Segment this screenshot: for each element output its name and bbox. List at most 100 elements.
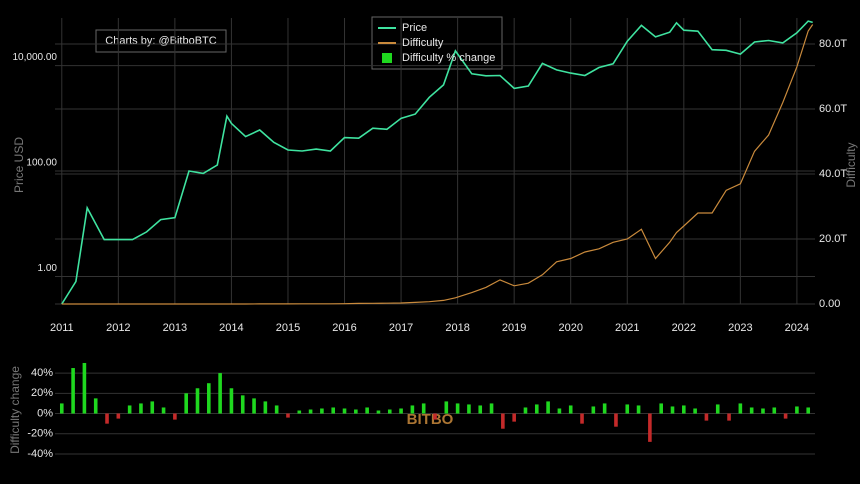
bar: [512, 413, 516, 422]
bar: [795, 406, 799, 414]
bar: [71, 368, 75, 414]
bar: [670, 406, 675, 414]
bar: [501, 413, 505, 429]
bar: [82, 362, 87, 414]
bar: [534, 404, 539, 414]
x-tick-label: 2013: [163, 322, 187, 334]
bar: [116, 413, 121, 419]
bar: [229, 388, 234, 414]
bar: [150, 401, 155, 414]
bar: [557, 408, 562, 414]
bar: [218, 373, 222, 414]
y-tick-label: 40%: [31, 367, 53, 379]
bar: [659, 403, 663, 414]
x-tick-label: 2011: [50, 322, 74, 334]
x-tick-label: 2014: [219, 322, 243, 334]
bar: [274, 405, 279, 414]
bar: [421, 403, 426, 414]
y2-tick-label: 60.0T: [819, 103, 847, 115]
bar: [546, 401, 550, 414]
bar: [376, 410, 381, 414]
bar: [523, 407, 528, 414]
bar: [297, 410, 302, 414]
bar: [772, 407, 777, 414]
bar: [580, 413, 584, 424]
x-tick-label: 2015: [276, 322, 300, 334]
bar: [286, 413, 290, 418]
bar: [806, 407, 811, 414]
y-axis-title: Price USD: [12, 137, 26, 193]
bar: [387, 409, 392, 414]
bar: [444, 401, 449, 414]
bar: [433, 413, 437, 420]
bar: [320, 408, 324, 414]
legend-swatch: [382, 53, 392, 63]
bar: [331, 407, 336, 414]
y-tick-label: -20%: [27, 428, 53, 440]
bar: [568, 405, 573, 414]
y2-tick-label: 80.0T: [819, 38, 847, 50]
bar: [139, 403, 143, 414]
bar: [105, 413, 109, 424]
bar: [625, 404, 630, 414]
y-tick-label: 10,000.00: [13, 52, 58, 63]
legend-label: Price: [402, 22, 427, 34]
annotation-box: [95, 29, 227, 53]
bar: [455, 403, 460, 414]
bar: [478, 405, 483, 414]
bar: [783, 413, 788, 419]
y-tick-label: -40%: [27, 448, 53, 460]
bar: [173, 413, 177, 420]
x-tick-label: 2018: [445, 322, 469, 334]
bar: [184, 393, 188, 414]
y-tick-label: 0%: [37, 407, 53, 419]
x-tick-label: 2022: [672, 322, 696, 334]
bar: [354, 409, 358, 414]
bar: [410, 405, 415, 414]
bar: [467, 404, 471, 414]
bar: [648, 413, 652, 442]
bar: [263, 401, 268, 414]
line-series: [61, 24, 814, 305]
annotation: Charts by: @BitboBTC: [105, 35, 216, 47]
bar: [715, 404, 720, 414]
bar: [749, 407, 754, 414]
bar: [727, 413, 731, 421]
bar: [127, 405, 132, 414]
x-tick-label: 2019: [502, 322, 526, 334]
y2-tick-label: 40.0T: [819, 168, 847, 180]
bar: [761, 408, 765, 414]
x-tick-label: 2020: [558, 322, 582, 334]
y2-tick-label: 0.00: [819, 298, 840, 310]
bar: [602, 403, 607, 414]
y-tick-label: 100.00: [26, 158, 57, 169]
bar: [308, 409, 313, 414]
bar: [207, 383, 211, 414]
x-tick-label: 2012: [106, 322, 130, 334]
y-tick-label: 20%: [31, 387, 53, 399]
y-tick-label: 1.00: [38, 263, 58, 274]
bar: [59, 403, 64, 414]
x-tick-label: 2017: [389, 322, 413, 334]
bar: [252, 398, 256, 414]
bar: [342, 408, 347, 414]
x-tick-label: 2016: [332, 322, 356, 334]
bar: [636, 405, 641, 414]
watermark: BITBO: [407, 411, 454, 428]
y-axis-title: Difficulty change: [8, 366, 22, 454]
line-series: [61, 20, 813, 305]
bar: [399, 408, 403, 414]
y2-tick-label: 20.0T: [819, 233, 847, 245]
bar: [704, 413, 709, 421]
bar: [161, 407, 166, 414]
bar: [738, 403, 743, 414]
y2-axis-title: Difficulty: [844, 142, 858, 187]
bar: [614, 413, 618, 427]
bar: [240, 395, 245, 414]
legend-label: Difficulty: [402, 37, 444, 49]
bar: [693, 408, 697, 414]
bar: [365, 407, 369, 414]
bar: [93, 398, 98, 414]
x-tick-label: 2023: [728, 322, 752, 334]
